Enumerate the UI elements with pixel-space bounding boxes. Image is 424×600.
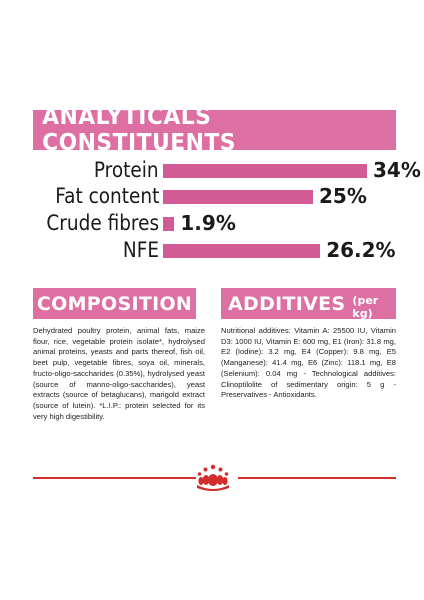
additives-header: ADDITIVES (per kg): [221, 288, 396, 320]
divider-right: [238, 477, 396, 479]
analytics-row-value: 34%: [373, 158, 421, 182]
analytics-row-value: 26.2%: [326, 238, 396, 262]
analytics-row-label: Protein: [94, 158, 159, 182]
analytics-bar: [163, 217, 175, 231]
analytics-row: NFE 26.2%: [0, 237, 424, 263]
divider-left: [33, 477, 196, 479]
analytics-banner: ANALYTICALS CONSTITUENTS: [33, 104, 396, 156]
additives-text: Nutritional additives: Vitamin A: 25500 …: [221, 326, 396, 400]
additives-title: ADDITIVES: [228, 292, 346, 315]
analytics-row: Fat content 25%: [0, 183, 424, 209]
analytics-bar: [163, 244, 321, 258]
composition-title: COMPOSITION: [36, 292, 193, 315]
analytics-row-value: 25%: [319, 184, 367, 208]
composition-text: Dehydrated poultry protein, animal fats,…: [33, 326, 205, 421]
analytics-bar: [163, 164, 367, 178]
analytics-row-label: Crude fibres: [46, 211, 159, 235]
royal-canin-crown-icon: [197, 464, 229, 491]
additives-subtitle: (per kg): [352, 294, 379, 320]
analytics-row-label: Fat content: [54, 184, 159, 208]
analytics-row: Crude fibres 1.9%: [0, 210, 424, 236]
composition-header: COMPOSITION: [33, 288, 196, 319]
analytics-title: ANALYTICALS CONSTITUENTS: [42, 104, 236, 156]
analytics-bar: [163, 190, 313, 204]
analytics-row-value: 1.9%: [180, 211, 236, 235]
analytics-row: Protein 34%: [0, 157, 424, 183]
analytics-row-label: NFE: [122, 238, 159, 262]
